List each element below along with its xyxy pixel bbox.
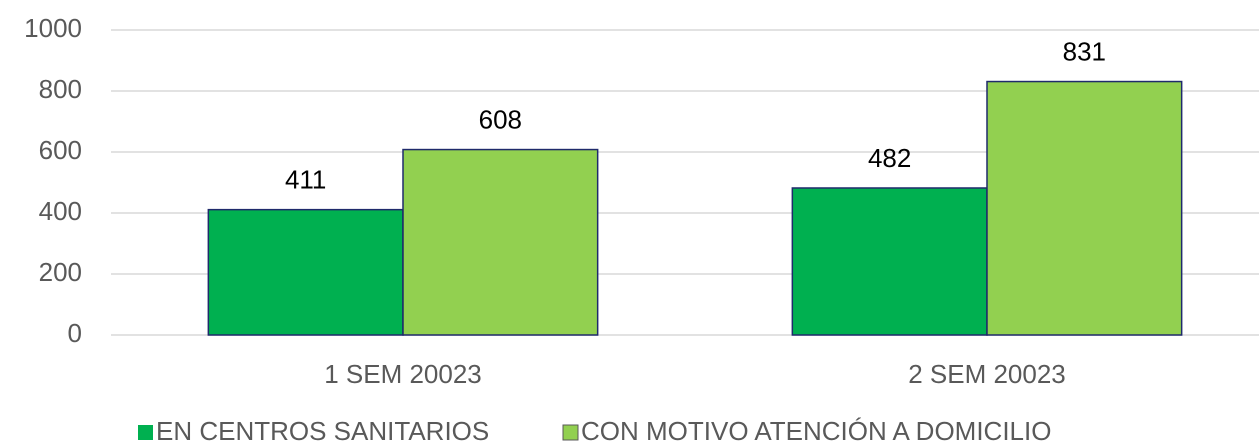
legend-label: EN CENTROS SANITARIOS (156, 416, 489, 446)
x-tick-label: 1 SEM 20023 (324, 359, 482, 389)
y-tick-label: 0 (68, 318, 82, 348)
y-tick-label: 800 (39, 74, 82, 104)
bar (403, 150, 598, 335)
page: 0 200 400 600 800 1000 1 SEM 20023 411 608 2 SEM … (0, 0, 1259, 447)
y-tick-label: 600 (39, 135, 82, 165)
data-label: 411 (285, 165, 326, 195)
legend-label: CON MOTIVO ATENCIÓN A DOMICILIO (581, 416, 1051, 446)
bar (792, 188, 987, 335)
legend-swatch (138, 425, 153, 440)
y-tick-label: 400 (39, 196, 82, 226)
data-label: 608 (479, 104, 522, 134)
legend-swatch (563, 425, 578, 440)
data-label: 482 (868, 143, 911, 173)
data-label: 831 (1063, 36, 1106, 66)
y-tick-label: 200 (39, 257, 82, 287)
x-tick-label: 2 SEM 20023 (908, 359, 1066, 389)
bar (208, 210, 403, 335)
y-tick-label: 1000 (24, 13, 82, 43)
chart: 0 200 400 600 800 1000 1 SEM 20023 411 608 2 SEM … (0, 0, 1259, 447)
bar (987, 82, 1182, 335)
